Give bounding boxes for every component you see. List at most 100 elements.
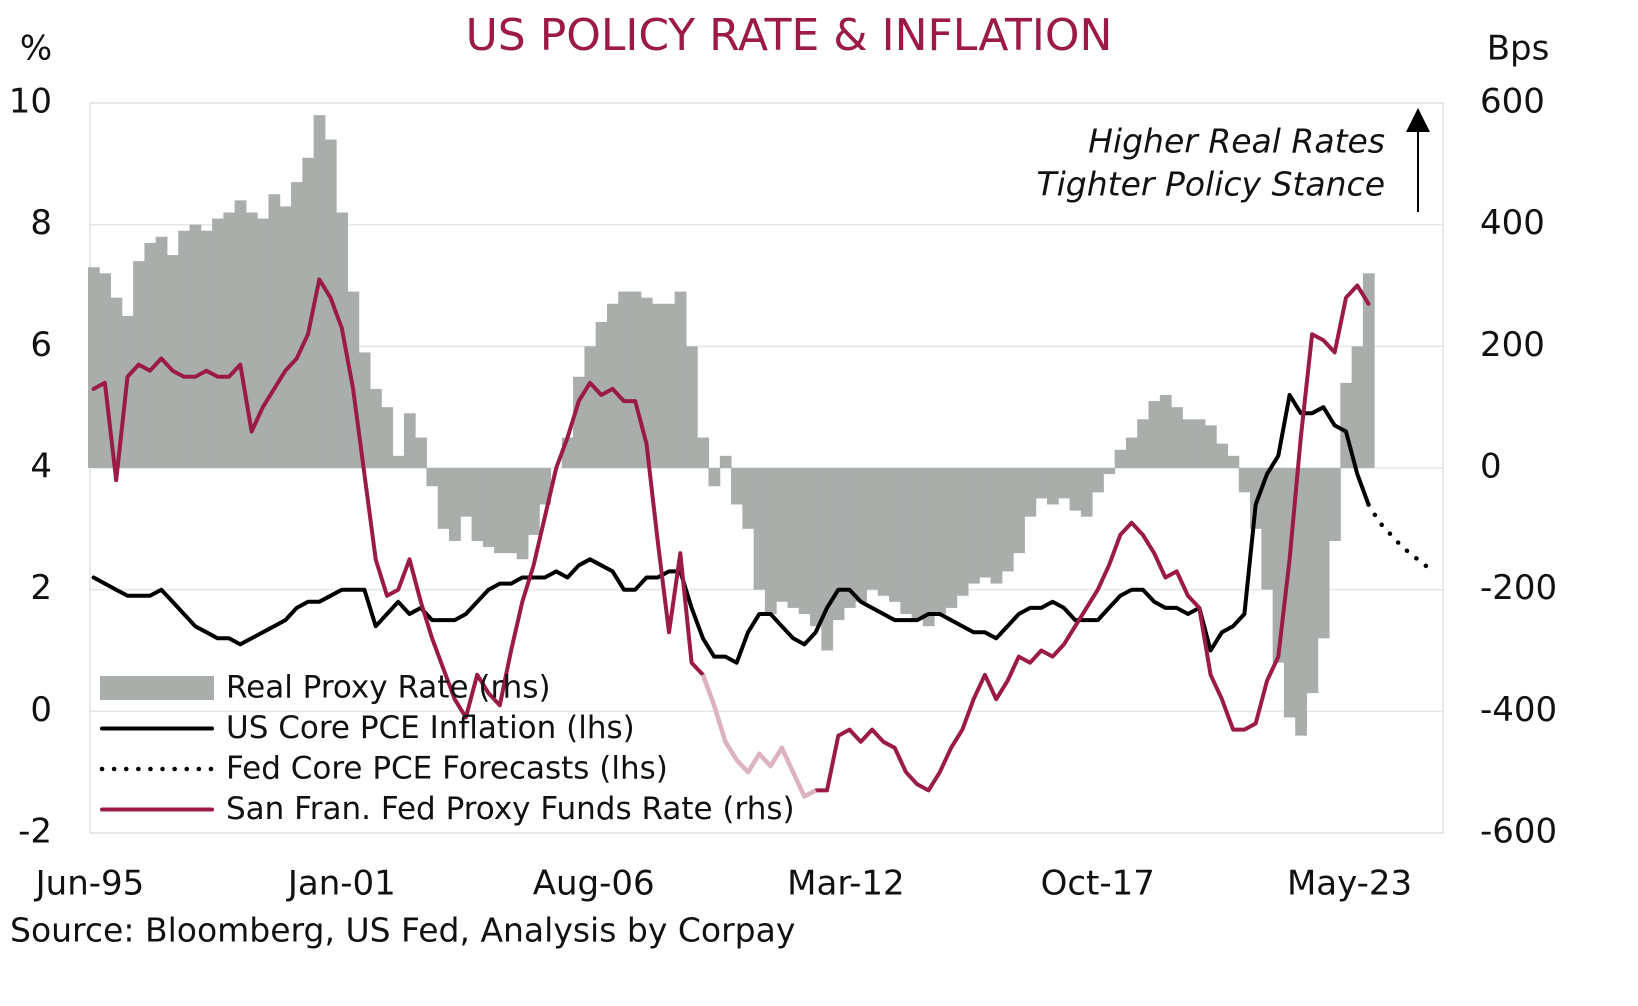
x-tick-label: Oct-17 bbox=[1041, 864, 1155, 904]
bar bbox=[144, 242, 157, 468]
bar bbox=[956, 468, 969, 596]
bar bbox=[990, 468, 1003, 584]
bar bbox=[1080, 468, 1093, 517]
bar bbox=[302, 157, 315, 468]
bar bbox=[606, 303, 619, 468]
bar bbox=[1024, 468, 1037, 517]
legend-label: Real Proxy Rate (rhs) bbox=[226, 670, 551, 706]
bar bbox=[889, 468, 901, 602]
bar bbox=[155, 236, 168, 468]
bar bbox=[403, 413, 416, 468]
bar bbox=[1317, 468, 1330, 639]
line bbox=[91, 393, 1371, 665]
bar bbox=[640, 297, 653, 468]
bar bbox=[291, 182, 303, 469]
legend-label: Fed Core PCE Forecasts (lhs) bbox=[226, 751, 668, 787]
bar bbox=[1058, 468, 1071, 499]
bar bbox=[821, 468, 834, 651]
y-tick-label: 2 bbox=[30, 568, 52, 608]
bar bbox=[212, 218, 224, 468]
line-faded bbox=[700, 674, 817, 799]
bar bbox=[629, 291, 642, 468]
bar bbox=[200, 230, 213, 468]
bar bbox=[1329, 468, 1341, 541]
bar bbox=[945, 468, 958, 608]
bar bbox=[776, 468, 788, 602]
y-tick-label: 8 bbox=[30, 203, 52, 243]
bar bbox=[798, 468, 811, 614]
bar bbox=[482, 468, 495, 548]
bar bbox=[1092, 468, 1104, 493]
source-note: Source: Bloomberg, US Fed, Analysis by C… bbox=[10, 911, 795, 950]
bar bbox=[392, 455, 405, 468]
y-tick-label: -2 bbox=[18, 812, 52, 852]
x-tick-label: May-23 bbox=[1287, 864, 1412, 904]
bar bbox=[178, 230, 191, 468]
legend-swatch bbox=[100, 676, 214, 700]
bar bbox=[1261, 468, 1274, 590]
bar bbox=[753, 468, 766, 590]
chart-title: US POLICY RATE & INFLATION bbox=[466, 10, 1113, 61]
bar bbox=[358, 352, 371, 468]
bar bbox=[1340, 382, 1353, 468]
annotation-arrowhead bbox=[1406, 108, 1430, 132]
bar bbox=[922, 468, 935, 627]
bar bbox=[731, 468, 743, 505]
bar bbox=[527, 468, 540, 535]
y-tick-label: 4 bbox=[30, 447, 52, 487]
bar bbox=[189, 224, 202, 468]
bar bbox=[99, 273, 112, 468]
bar bbox=[719, 455, 732, 468]
bar bbox=[832, 468, 845, 621]
bar bbox=[494, 468, 506, 554]
bar bbox=[934, 468, 946, 614]
bar bbox=[370, 388, 382, 468]
bar bbox=[652, 303, 664, 468]
bar bbox=[742, 468, 755, 529]
y2-tick-label: 600 bbox=[1480, 82, 1545, 122]
bar bbox=[855, 468, 867, 602]
bar bbox=[313, 115, 326, 469]
bar bbox=[437, 468, 450, 529]
y2-axis-label: Bps bbox=[1487, 29, 1550, 69]
bar bbox=[110, 297, 123, 468]
bar bbox=[415, 437, 427, 468]
bar bbox=[1295, 468, 1307, 736]
bar bbox=[810, 468, 822, 627]
line bbox=[1366, 502, 1439, 574]
bar bbox=[257, 218, 269, 468]
bar bbox=[685, 346, 698, 468]
bar bbox=[279, 206, 292, 468]
bar bbox=[505, 468, 518, 554]
bar bbox=[1171, 407, 1183, 468]
x-tick-label: Aug-06 bbox=[533, 864, 655, 904]
bar bbox=[1306, 468, 1319, 694]
bar bbox=[1114, 449, 1127, 468]
bar bbox=[1216, 443, 1229, 468]
bar bbox=[1204, 425, 1217, 468]
bar bbox=[166, 255, 179, 468]
bar bbox=[381, 407, 394, 468]
x-tick-label: Mar-12 bbox=[787, 864, 905, 904]
bar bbox=[573, 376, 585, 468]
y2-tick-label: -200 bbox=[1480, 568, 1557, 608]
bar bbox=[979, 468, 992, 578]
bar bbox=[708, 468, 721, 487]
bar bbox=[1227, 455, 1240, 468]
bar bbox=[516, 468, 529, 560]
annotation: Tighter Policy Stance bbox=[1036, 165, 1385, 204]
bar bbox=[1046, 468, 1059, 505]
bar bbox=[561, 437, 574, 468]
bar bbox=[674, 291, 687, 468]
y2-tick-label: -600 bbox=[1480, 812, 1557, 852]
annotation: Higher Real Rates bbox=[1088, 122, 1385, 161]
grid: -2 0 2 4 6 8 10 -600 -400 -200 0 200 400 600 Jun-95 Jan… bbox=[9, 82, 1557, 904]
bar bbox=[245, 212, 258, 468]
bar bbox=[449, 468, 461, 541]
overlay: Higher Real Rates Tighter Policy Stance … bbox=[99, 108, 1430, 827]
bar bbox=[426, 468, 439, 487]
bar bbox=[1283, 468, 1296, 718]
y-tick-label: 6 bbox=[30, 325, 52, 365]
bar bbox=[1001, 468, 1014, 572]
